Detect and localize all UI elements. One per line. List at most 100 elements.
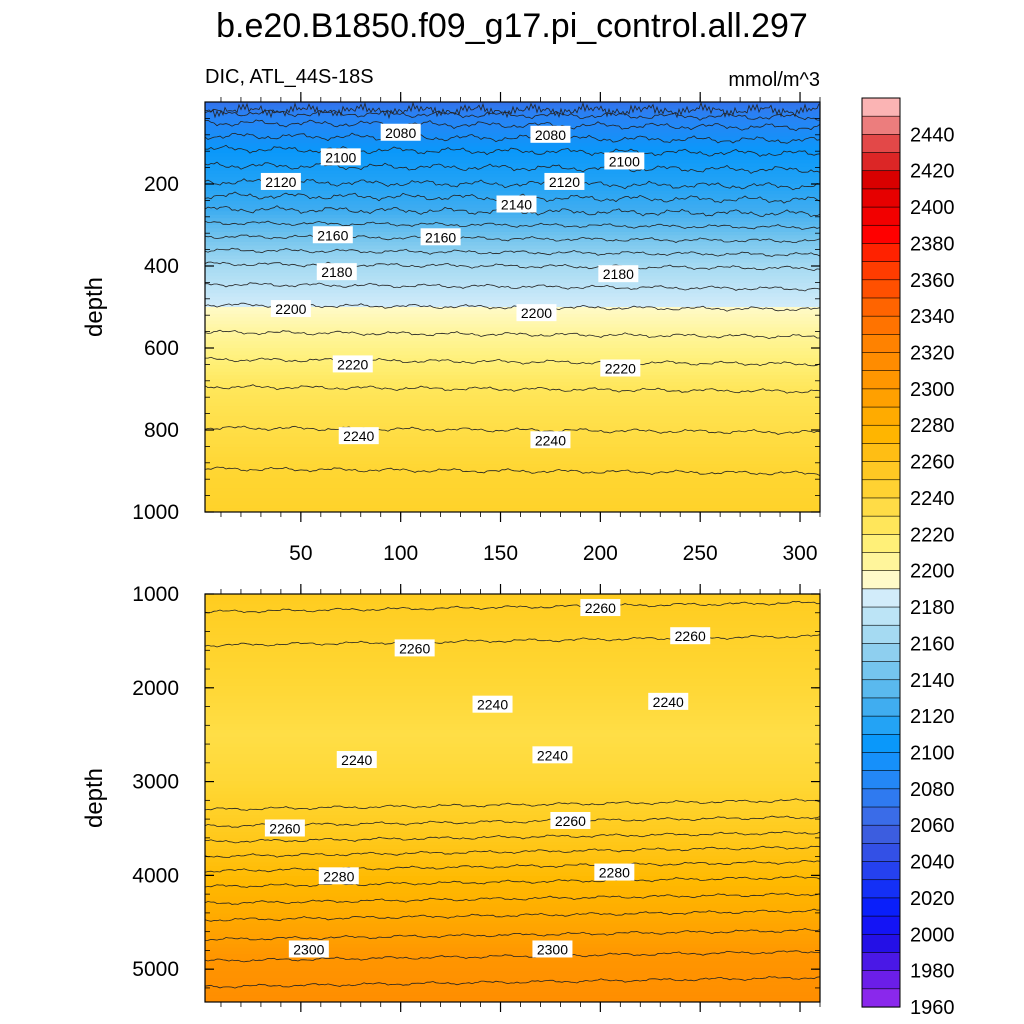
contour-label-text: 2120	[265, 174, 296, 190]
contour-line	[205, 634, 820, 648]
fill-band	[205, 231, 820, 237]
contour-label: 2260	[580, 599, 621, 617]
fill-band	[205, 430, 820, 435]
colorbar-box	[861, 497, 901, 517]
contour-label-bg	[532, 940, 573, 958]
contour-label-bg	[288, 940, 329, 958]
contour-label-text: 2160	[425, 229, 456, 245]
contour-label-text: 2240	[653, 694, 684, 710]
contour-label: 2240	[472, 695, 513, 713]
fill-band	[205, 825, 820, 830]
fill-band	[205, 811, 820, 816]
fill-band	[205, 324, 820, 329]
contour-label-bg	[516, 304, 557, 322]
fill-band	[205, 228, 820, 233]
fill-band	[205, 433, 820, 438]
colorbar-label: 2380	[910, 233, 955, 255]
fill-band	[205, 252, 820, 257]
fill-band	[205, 300, 820, 305]
fill-band	[205, 371, 820, 377]
fill-band	[205, 180, 820, 185]
contour-label-bg	[336, 751, 377, 769]
colorbar-box	[861, 461, 901, 481]
fill-band	[205, 685, 820, 690]
colorbar-box	[861, 334, 901, 354]
colorbar-box	[861, 534, 901, 554]
fill-band	[205, 964, 820, 969]
fill-band	[205, 672, 820, 677]
fill-band	[205, 991, 820, 996]
contour-label: 2080	[530, 125, 571, 143]
fill-band	[205, 402, 820, 407]
fill-band	[205, 835, 820, 840]
colorbar-box	[861, 152, 901, 172]
fill-band	[205, 464, 820, 469]
contour-label-bg	[594, 863, 635, 881]
fill-band	[205, 279, 820, 284]
fill-band	[205, 910, 820, 915]
fill-band	[205, 132, 820, 137]
contour-label-bg	[338, 427, 379, 445]
fill-band	[205, 296, 820, 301]
fill-band	[205, 235, 820, 240]
contour-label-bg	[264, 819, 305, 837]
fill-band	[205, 471, 820, 476]
fill-band	[205, 651, 820, 656]
fill-band	[205, 896, 820, 901]
contour-label: 2280	[318, 867, 359, 885]
colorbar: 2440 2420 2400 2380 2360 2340 2320 2300 2280 2260…	[861, 97, 955, 1019]
contour-label-bg	[580, 599, 621, 617]
fill-band	[205, 981, 820, 986]
contour-line	[205, 875, 820, 888]
fill-band	[205, 801, 820, 806]
fill-band	[205, 682, 820, 687]
contour-label: 2080	[380, 123, 421, 141]
colorbar-box	[861, 588, 901, 608]
colorbar-box	[861, 515, 901, 535]
contour-label-bg	[530, 431, 571, 449]
colorbar-label: 2220	[910, 524, 955, 546]
colorbar-box	[861, 824, 901, 844]
fill-band	[205, 665, 820, 670]
fill-band	[205, 988, 820, 993]
fill-band	[205, 743, 820, 748]
y-axis-title: depth	[81, 277, 108, 337]
fill-band	[205, 477, 820, 483]
fill-band	[205, 954, 820, 959]
contour-label-text: 2240	[535, 432, 566, 448]
fill-band	[205, 781, 820, 786]
fill-band	[205, 631, 820, 636]
fill-band	[205, 927, 820, 932]
contour-label: 2240	[336, 751, 377, 769]
fill-band	[205, 248, 820, 254]
fill-band	[205, 289, 820, 295]
colorbar-label: 2140	[910, 670, 955, 692]
contour-line	[205, 119, 820, 132]
colorbar-label: 2000	[910, 924, 955, 946]
fill-band	[205, 876, 820, 881]
fill-band	[205, 869, 820, 874]
fill-band	[205, 597, 820, 602]
colorbar-box	[861, 134, 901, 154]
fill-band	[205, 412, 820, 418]
fill-band	[205, 617, 820, 622]
contour-label: 2160	[312, 226, 353, 244]
contour-line	[205, 798, 820, 811]
fill-band	[205, 719, 820, 724]
colorbar-box	[861, 624, 901, 644]
contour-lines	[205, 600, 820, 989]
colorbar-box	[861, 388, 901, 408]
chart-subtitle-left: DIC, ATL_44S-18S	[205, 66, 374, 88]
contour-label-bg	[318, 867, 359, 885]
fill-band	[205, 944, 820, 949]
x-tick-label: 200	[583, 542, 618, 565]
colorbar-box	[861, 970, 901, 990]
contour-label-bg	[312, 226, 353, 244]
contour-label-bg	[472, 695, 513, 713]
fill-band	[205, 971, 820, 976]
fill-band	[205, 713, 820, 718]
contour-line	[205, 144, 820, 157]
fill-band	[205, 920, 820, 925]
fill-band	[205, 770, 820, 775]
fill-band	[205, 645, 820, 650]
